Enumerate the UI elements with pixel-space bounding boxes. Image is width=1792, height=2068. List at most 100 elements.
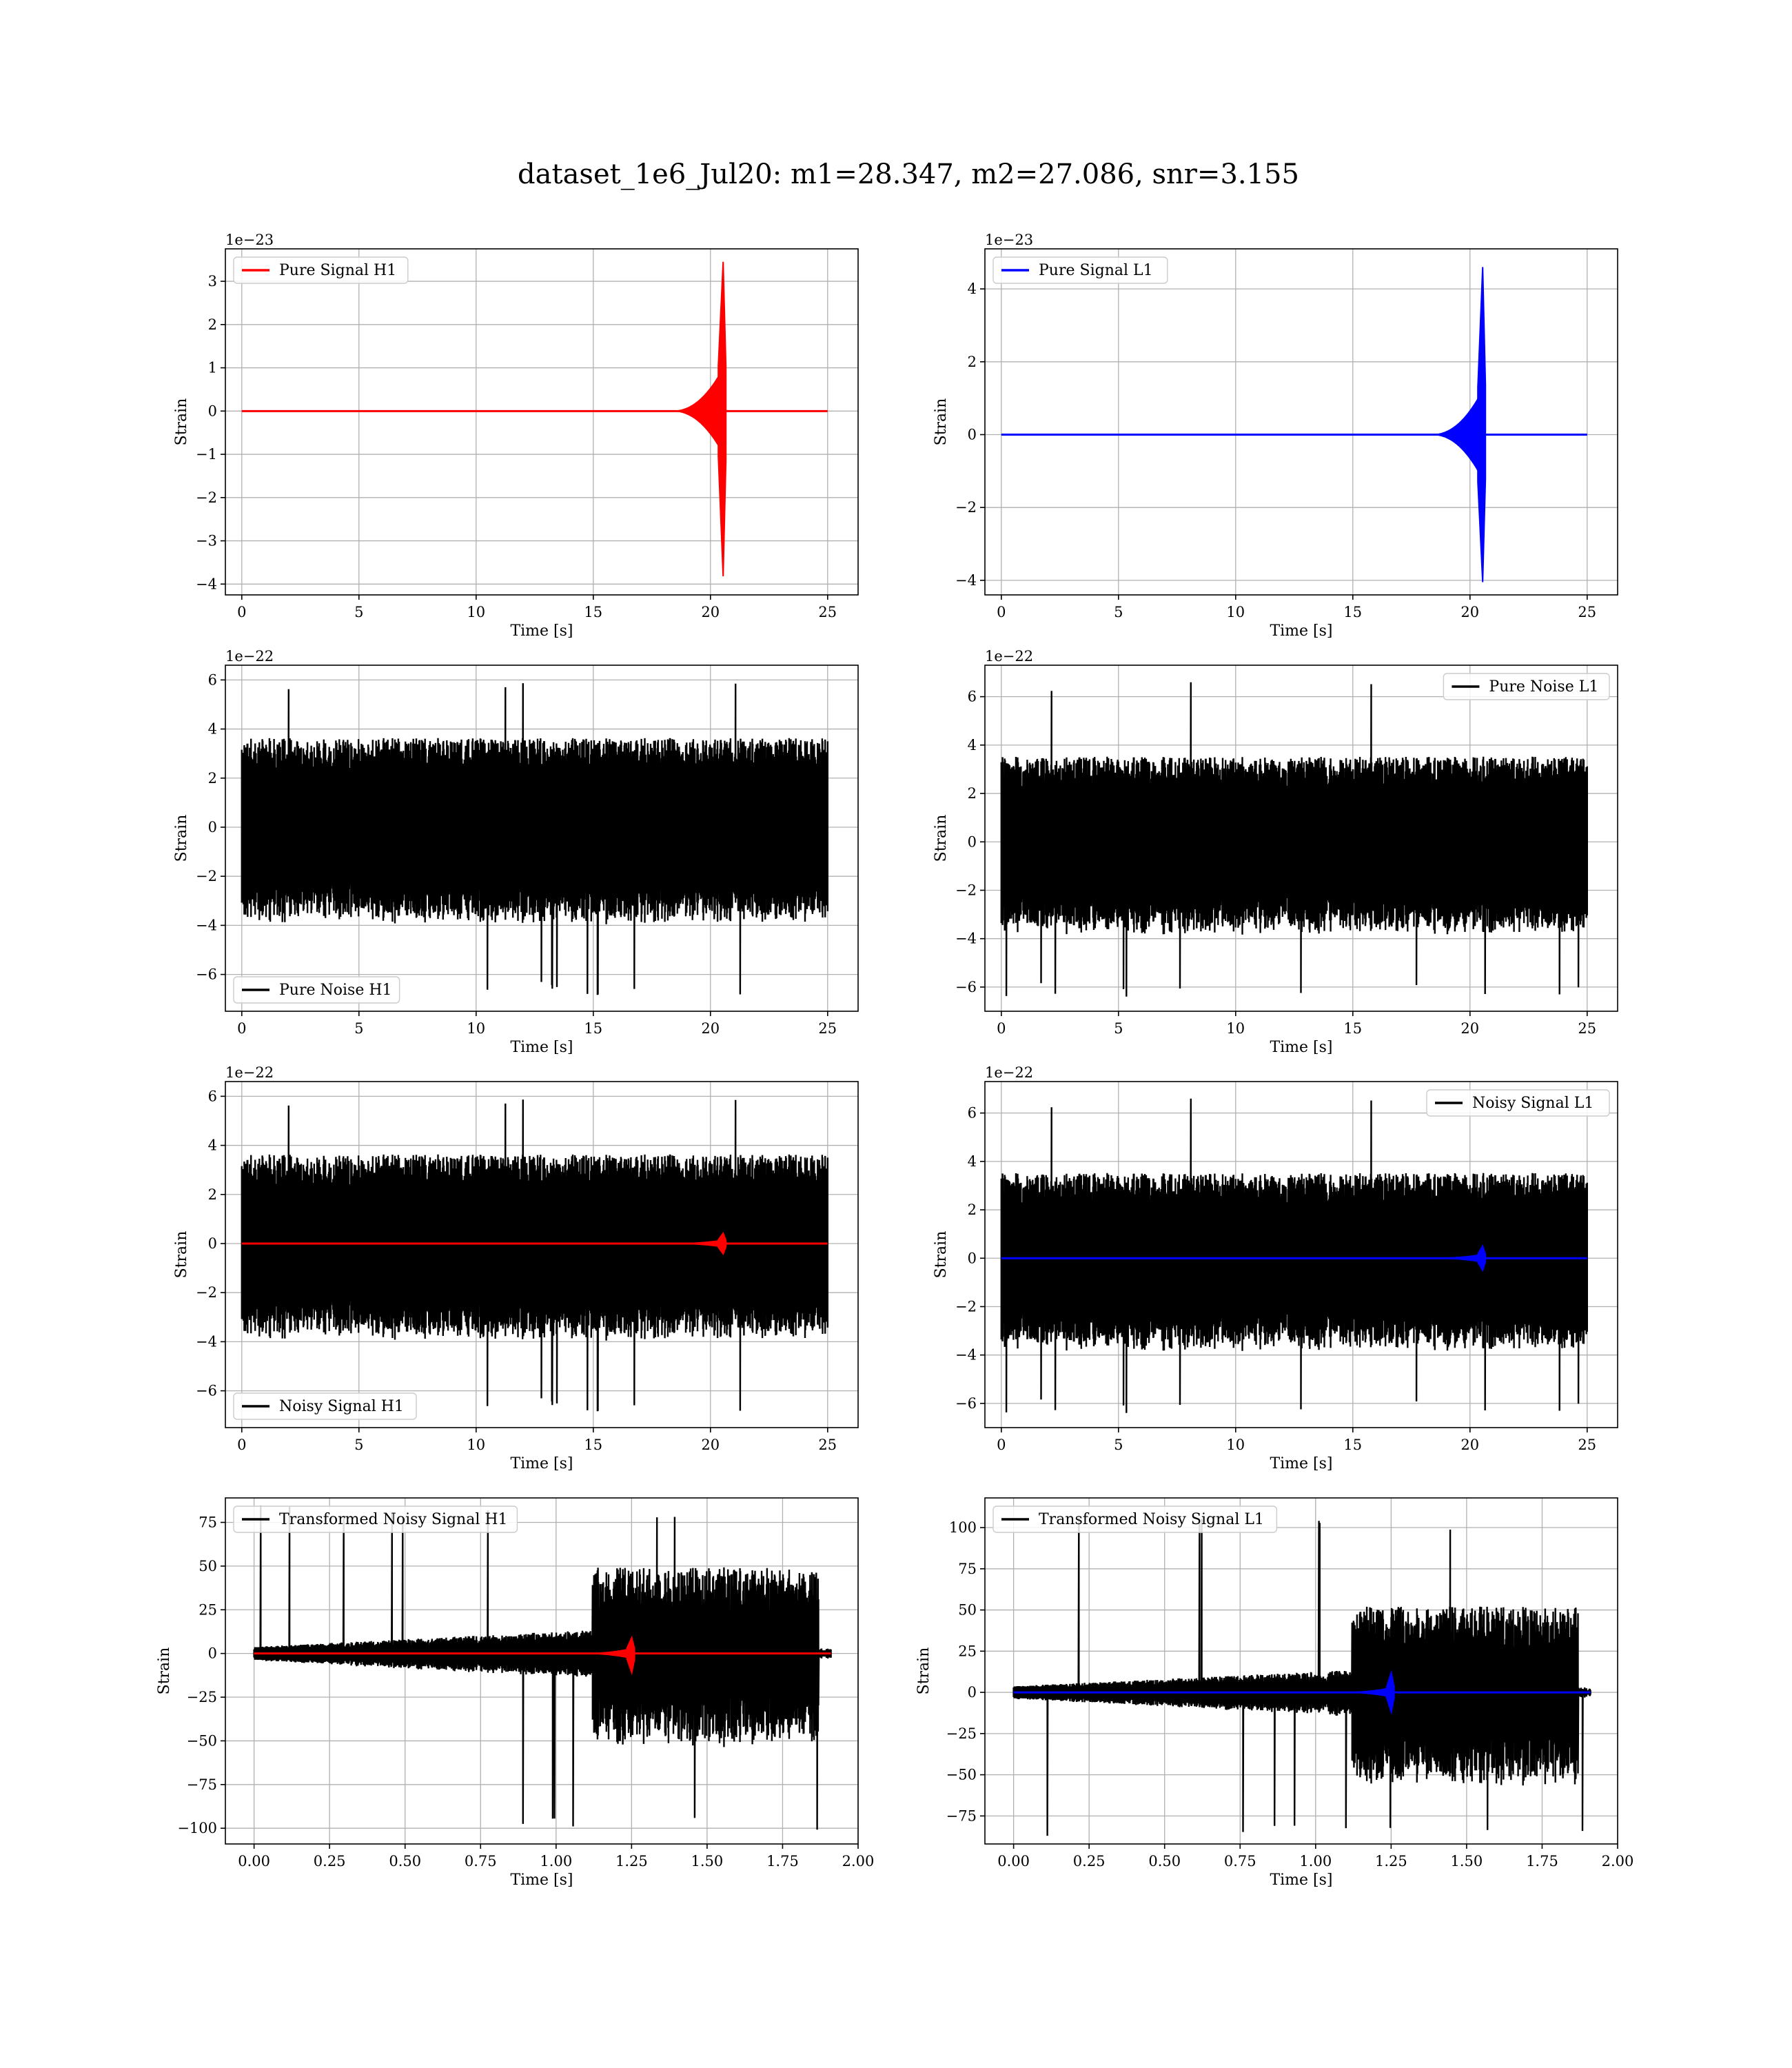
y-tick-label: 4	[968, 281, 977, 297]
x-tick-label: 5	[354, 1020, 363, 1037]
axis-offset-text: 1e−22	[985, 648, 1033, 665]
x-tick-label: 0.50	[389, 1853, 421, 1869]
x-axis-label: Time [s]	[1270, 622, 1332, 640]
y-tick-label: −75	[946, 1807, 977, 1824]
legend: Pure Signal H1	[233, 256, 409, 284]
legend-label: Pure Signal H1	[279, 262, 396, 279]
legend: Pure Noise H1	[233, 976, 400, 1004]
figure-title: dataset_1e6_Jul20: m1=28.347, m2=27.086,…	[518, 159, 1299, 190]
x-axis-label: Time [s]	[510, 622, 573, 640]
ticks: 0 5 10 15 20 25 −6 −4 −2 0 2 4 6	[196, 1088, 837, 1453]
x-tick-label: 5	[1114, 1020, 1123, 1037]
legend: Transformed Noisy Signal L1	[992, 1506, 1278, 1533]
legend-box	[233, 1506, 518, 1533]
y-axis-label: Strain	[933, 815, 950, 862]
x-tick-label: 25	[1578, 604, 1596, 620]
legend-label: Noisy Signal L1	[1472, 1095, 1594, 1112]
x-tick-label: 0	[237, 604, 246, 620]
x-tick-label: 20	[701, 1437, 720, 1453]
series-noisy-signal-h1-signal-merger	[717, 1231, 727, 1255]
y-tick-label: −6	[955, 979, 977, 995]
y-tick-label: −4	[955, 1347, 977, 1364]
subplot-transformed-noisy-signal-l1: 0.00 0.25 0.50 0.75 1.00 1.25 1.50 1.75 2.00 −75 −…	[915, 1497, 1633, 1889]
y-tick-label: 6	[968, 689, 977, 705]
y-tick-label: 50	[198, 1558, 217, 1574]
axis-offset-text: 1e−22	[225, 648, 274, 665]
x-tick-label: 0	[997, 1437, 1006, 1453]
axes-frame	[984, 1497, 1618, 1845]
plot-area	[1012, 1517, 1591, 1836]
plot-area	[1000, 1098, 1588, 1413]
x-tick-label: 1.00	[1299, 1853, 1332, 1869]
y-tick-label: −2	[196, 1284, 217, 1301]
x-tick-label: 20	[1460, 1020, 1479, 1037]
x-tick-label: 1.50	[691, 1853, 724, 1869]
y-tick-label: −2	[196, 489, 217, 506]
x-tick-label: 0	[237, 1020, 246, 1037]
y-axis-label: Strain	[933, 398, 950, 446]
legend-box	[233, 1392, 417, 1420]
x-tick-label: 0.75	[1224, 1853, 1256, 1869]
y-tick-label: 50	[958, 1602, 977, 1619]
series-transformed-noisy-signal-h1-signal-merger	[626, 1635, 635, 1676]
legend-label: Pure Noise H1	[279, 982, 392, 999]
axis-offset-text: 1e−22	[225, 1064, 274, 1081]
y-tick-label: 0	[208, 403, 217, 419]
y-tick-label: 0	[208, 1645, 217, 1662]
y-tick-label: 0	[968, 426, 977, 443]
subplot-pure-signal-l1: 0 5 10 15 20 25 −4 −2 0 2 4 Time [s] Strain 1e−23 Pure…	[933, 232, 1618, 640]
y-tick-label: −4	[196, 1333, 217, 1350]
y-axis-label: Strain	[173, 398, 190, 446]
series-pure-noise-l1-core	[1001, 793, 1587, 890]
axes-frame	[984, 1081, 1618, 1428]
y-tick-label: −2	[955, 882, 977, 898]
y-tick-label: 75	[958, 1561, 977, 1577]
axes-frame	[984, 248, 1618, 596]
x-axis-label: Time [s]	[510, 1455, 573, 1472]
x-tick-label: 2.00	[842, 1853, 875, 1869]
y-tick-label: −4	[955, 572, 977, 589]
y-tick-label: 2	[968, 1202, 977, 1218]
y-tick-label: −3	[196, 533, 217, 549]
y-tick-label: −2	[196, 868, 217, 884]
y-tick-label: −4	[196, 917, 217, 933]
x-tick-label: 25	[818, 1020, 837, 1037]
legend: Noisy Signal L1	[1426, 1089, 1610, 1117]
axis-offset-text: 1e−23	[225, 232, 274, 248]
x-tick-label: 5	[1114, 1437, 1123, 1453]
plot-area	[241, 1099, 828, 1412]
ticks: 0 5 10 15 20 25 −6 −4 −2 0 2 4 6	[955, 1105, 1596, 1453]
y-tick-label: −1	[196, 446, 217, 463]
x-axis-label: Time [s]	[1270, 1455, 1332, 1472]
x-tick-label: 15	[1343, 1437, 1362, 1453]
axes-frame	[984, 665, 1618, 1012]
series-pure-signal-h1-merger	[717, 261, 727, 577]
subplot-pure-noise-h1: 0 5 10 15 20 25 −6 −4 −2 0 2 4 6 Time [s] Strain 1e−22 P…	[173, 648, 859, 1056]
ticks: 0 5 10 15 20 25 −6 −4 −2 0 2 4 6	[196, 671, 837, 1037]
legend-box	[233, 256, 409, 284]
x-axis-label: Time [s]	[1270, 1039, 1332, 1056]
y-tick-label: −2	[955, 1298, 977, 1315]
y-tick-label: 4	[968, 1153, 977, 1170]
y-tick-label: 2	[208, 1186, 217, 1203]
x-tick-label: 15	[584, 1437, 602, 1453]
x-tick-label: 15	[1343, 604, 1362, 620]
subplot-noisy-signal-l1: 0 5 10 15 20 25 −6 −4 −2 0 2 4 6 Time [s] Strain 1e−22 N…	[933, 1064, 1618, 1472]
legend-box	[992, 256, 1168, 284]
y-tick-label: −6	[196, 966, 217, 983]
x-tick-label: 5	[1114, 604, 1123, 620]
y-tick-label: 2	[208, 770, 217, 787]
subplot-pure-noise-l1: 0 5 10 15 20 25 −6 −4 −2 0 2 4 6 Time [s] Strain 1e−22 P…	[933, 648, 1618, 1056]
legend-label: Pure Noise L1	[1489, 678, 1598, 696]
x-tick-label: 5	[354, 1437, 363, 1453]
series-transformed-noisy-signal-l1-signal-merger	[1385, 1670, 1395, 1715]
legend-label: Pure Signal L1	[1039, 262, 1153, 279]
ticks: 0 5 10 15 20 25 −6 −4 −2 0 2 4 6	[955, 689, 1596, 1037]
x-tick-label: 15	[1343, 1020, 1362, 1037]
plot-area	[1001, 267, 1587, 582]
legend: Pure Signal L1	[992, 256, 1168, 284]
ticks: 0.00 0.25 0.50 0.75 1.00 1.25 1.50 1.75 2.00 −100…	[177, 1514, 874, 1869]
x-tick-label: 10	[1226, 1020, 1245, 1037]
x-tick-label: 0.50	[1148, 1853, 1181, 1869]
